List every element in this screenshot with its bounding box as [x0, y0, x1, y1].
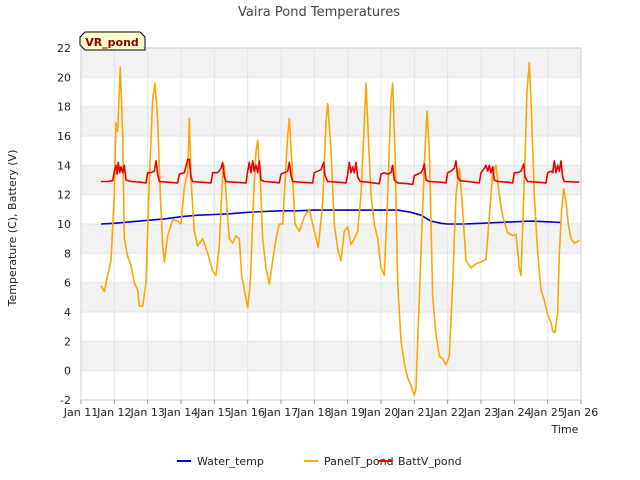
x-axis-title: Time	[551, 423, 579, 436]
x-tick-label: Jan 24	[496, 406, 531, 419]
series-line-panelt-pond	[100, 61, 580, 397]
y-tick-label: 20	[57, 71, 71, 84]
x-tick-label: Jan 23	[463, 406, 498, 419]
y-tick-label: 16	[57, 130, 71, 143]
y-tick-label: 12	[57, 189, 71, 202]
grid-band	[81, 77, 581, 107]
grid-band	[81, 165, 581, 195]
station-badge-label: VR_pond	[85, 36, 139, 49]
y-tick-label: 6	[64, 277, 71, 290]
x-tick-label: Jan 15	[196, 406, 231, 419]
y-tick-label: 4	[64, 306, 71, 319]
y-tick-label: 14	[57, 159, 71, 172]
x-tick-label: Jan 21	[396, 406, 431, 419]
grid-band	[81, 312, 581, 342]
x-tick-label: Jan 18	[296, 406, 331, 419]
grid-band	[81, 370, 581, 400]
grid-band	[81, 253, 581, 283]
y-axis-title: Temperature (C), Battery (V)	[6, 150, 19, 308]
plot-frame	[80, 47, 582, 401]
y-tick-label: 18	[57, 101, 71, 114]
grid-band	[81, 48, 581, 78]
x-tick-label: Jan 11	[63, 406, 98, 419]
x-tick-label: Jan 12	[96, 406, 131, 419]
y-tick-label: 2	[64, 335, 71, 348]
y-tick-label: 22	[57, 42, 71, 55]
grid-band	[81, 282, 581, 312]
legend-label: PanelT_pond	[324, 455, 394, 468]
legend-label: Water_temp	[197, 455, 264, 468]
legend-label: BattV_pond	[398, 455, 462, 468]
x-tick-label: Jan 17	[263, 406, 298, 419]
x-tick-label: Jan 22	[429, 406, 464, 419]
chart-title: Vaira Pond Temperatures	[238, 5, 400, 20]
legend: Water_temp PanelT_pond BattV_pond	[177, 455, 462, 468]
y-tick-label: 0	[64, 365, 71, 378]
x-tick-label: Jan 20	[363, 406, 398, 419]
station-badge: VR_pond	[79, 31, 146, 51]
series-line-battv-pond	[101, 158, 580, 186]
x-tick-label: Jan 13	[129, 406, 164, 419]
series-layer	[100, 61, 580, 397]
x-tick-label: Jan 25	[529, 406, 564, 419]
grid-band	[81, 224, 581, 254]
x-tick-label: Jan 19	[329, 406, 364, 419]
grid-band	[81, 341, 581, 371]
x-tick-label: Jan 14	[163, 406, 198, 419]
y-axis-ticks: -2 0 2 4 6 8 10 12 14 16 18 20 22	[57, 42, 71, 407]
grid-bands	[81, 48, 581, 400]
x-tick-label: Jan 16	[229, 406, 264, 419]
y-tick-label: -2	[60, 394, 71, 407]
grid-band	[81, 106, 581, 136]
y-tick-label: 10	[57, 218, 71, 231]
station-badge-box	[79, 31, 146, 51]
x-tick-label: Jan 26	[563, 406, 598, 419]
y-tick-label: 8	[64, 247, 71, 260]
